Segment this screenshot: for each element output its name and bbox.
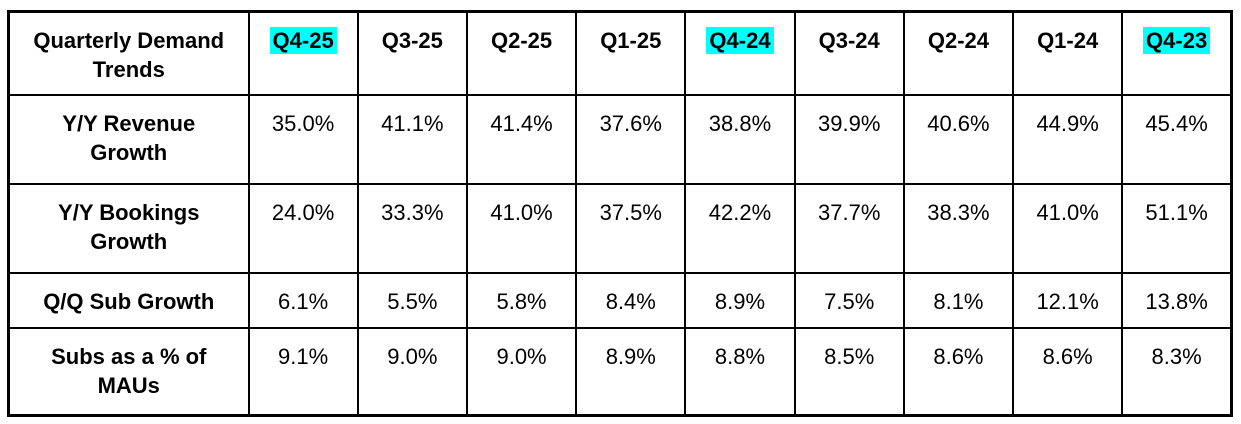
column-header-q4-24: Q4-24: [684, 10, 796, 96]
value-cell: 8.5%: [793, 326, 905, 417]
value-cell: 5.5%: [356, 271, 468, 329]
value-cell: 7.5%: [793, 271, 905, 329]
table-title: Quarterly Demand Trends: [7, 10, 250, 96]
quarter-label: Q1-25: [600, 28, 662, 53]
value-cell: 24.0%: [247, 182, 359, 274]
column-header-q2-24: Q2-24: [902, 10, 1015, 96]
value-cell: 9.1%: [247, 326, 359, 417]
value-cell: 37.5%: [575, 182, 687, 274]
column-header-q4-23: Q4-23: [1121, 10, 1233, 96]
value-cell: 8.9%: [575, 326, 687, 417]
table-body: Y/Y Revenue Growth 35.0% 41.1% 41.4% 37.6% 38…: [7, 93, 1233, 417]
column-header-q1-25: Q1-25: [575, 10, 687, 96]
value-cell: 9.0%: [356, 326, 468, 417]
value-cell: 37.6%: [575, 93, 687, 185]
column-header-q3-24: Q3-24: [793, 10, 905, 96]
value-cell: 35.0%: [247, 93, 359, 185]
value-cell: 8.6%: [902, 326, 1015, 417]
value-cell: 33.3%: [356, 182, 468, 274]
value-cell: 12.1%: [1012, 271, 1124, 329]
highlighted-quarter-label: Q4-24: [706, 27, 774, 54]
value-cell: 45.4%: [1121, 93, 1233, 185]
value-cell: 6.1%: [247, 271, 359, 329]
quarter-label: Q3-24: [818, 28, 880, 53]
table-row: Y/Y Revenue Growth 35.0% 41.1% 41.4% 37.6% 38…: [7, 93, 1233, 185]
value-cell: 39.9%: [793, 93, 905, 185]
quarter-label: Q2-24: [927, 28, 989, 53]
quarter-label: Q2-25: [490, 28, 553, 53]
value-cell: 41.4%: [465, 93, 578, 185]
value-cell: 9.0%: [465, 326, 578, 417]
value-cell: 5.8%: [465, 271, 578, 329]
column-header-q3-25: Q3-25: [356, 10, 468, 96]
row-label: Q/Q Sub Growth: [7, 271, 250, 329]
table-row: Q/Q Sub Growth 6.1% 5.5% 5.8% 8.4% 8.9% 7.5% 8.…: [7, 271, 1233, 329]
table-row: Subs as a % of MAUs 9.1% 9.0% 9.0% 8.9% 8.8% 8…: [7, 326, 1233, 417]
value-cell: 13.8%: [1121, 271, 1233, 329]
column-header-q1-24: Q1-24: [1012, 10, 1124, 96]
value-cell: 38.8%: [684, 93, 796, 185]
value-cell: 8.9%: [684, 271, 796, 329]
quarter-label: Q1-24: [1037, 28, 1099, 53]
column-header-q4-25: Q4-25: [247, 10, 359, 96]
value-cell: 42.2%: [684, 182, 796, 274]
quarterly-demand-trends-table: Quarterly Demand Trends Q4-25 Q3-25 Q2-25 Q…: [7, 10, 1233, 417]
value-cell: 8.4%: [575, 271, 687, 329]
value-cell: 41.0%: [465, 182, 578, 274]
value-cell: 41.1%: [356, 93, 468, 185]
table-row: Y/Y Bookings Growth 24.0% 33.3% 41.0% 37.5% 4…: [7, 182, 1233, 274]
value-cell: 8.8%: [684, 326, 796, 417]
row-label: Y/Y Revenue Growth: [7, 93, 250, 185]
row-label: Y/Y Bookings Growth: [7, 182, 250, 274]
value-cell: 38.3%: [902, 182, 1015, 274]
value-cell: 44.9%: [1012, 93, 1124, 185]
value-cell: 40.6%: [902, 93, 1015, 185]
value-cell: 8.1%: [902, 271, 1015, 329]
value-cell: 51.1%: [1121, 182, 1233, 274]
header-row: Quarterly Demand Trends Q4-25 Q3-25 Q2-25 Q…: [7, 10, 1233, 96]
data-table: Quarterly Demand Trends Q4-25 Q3-25 Q2-25 Q…: [7, 10, 1233, 417]
value-cell: 8.3%: [1121, 326, 1233, 417]
row-label: Subs as a % of MAUs: [7, 326, 250, 417]
value-cell: 41.0%: [1012, 182, 1124, 274]
value-cell: 8.6%: [1012, 326, 1124, 417]
value-cell: 37.7%: [793, 182, 905, 274]
column-header-q2-25: Q2-25: [465, 10, 578, 96]
quarter-label: Q3-25: [381, 28, 443, 53]
highlighted-quarter-label: Q4-25: [269, 27, 337, 54]
highlighted-quarter-label: Q4-23: [1143, 27, 1211, 54]
